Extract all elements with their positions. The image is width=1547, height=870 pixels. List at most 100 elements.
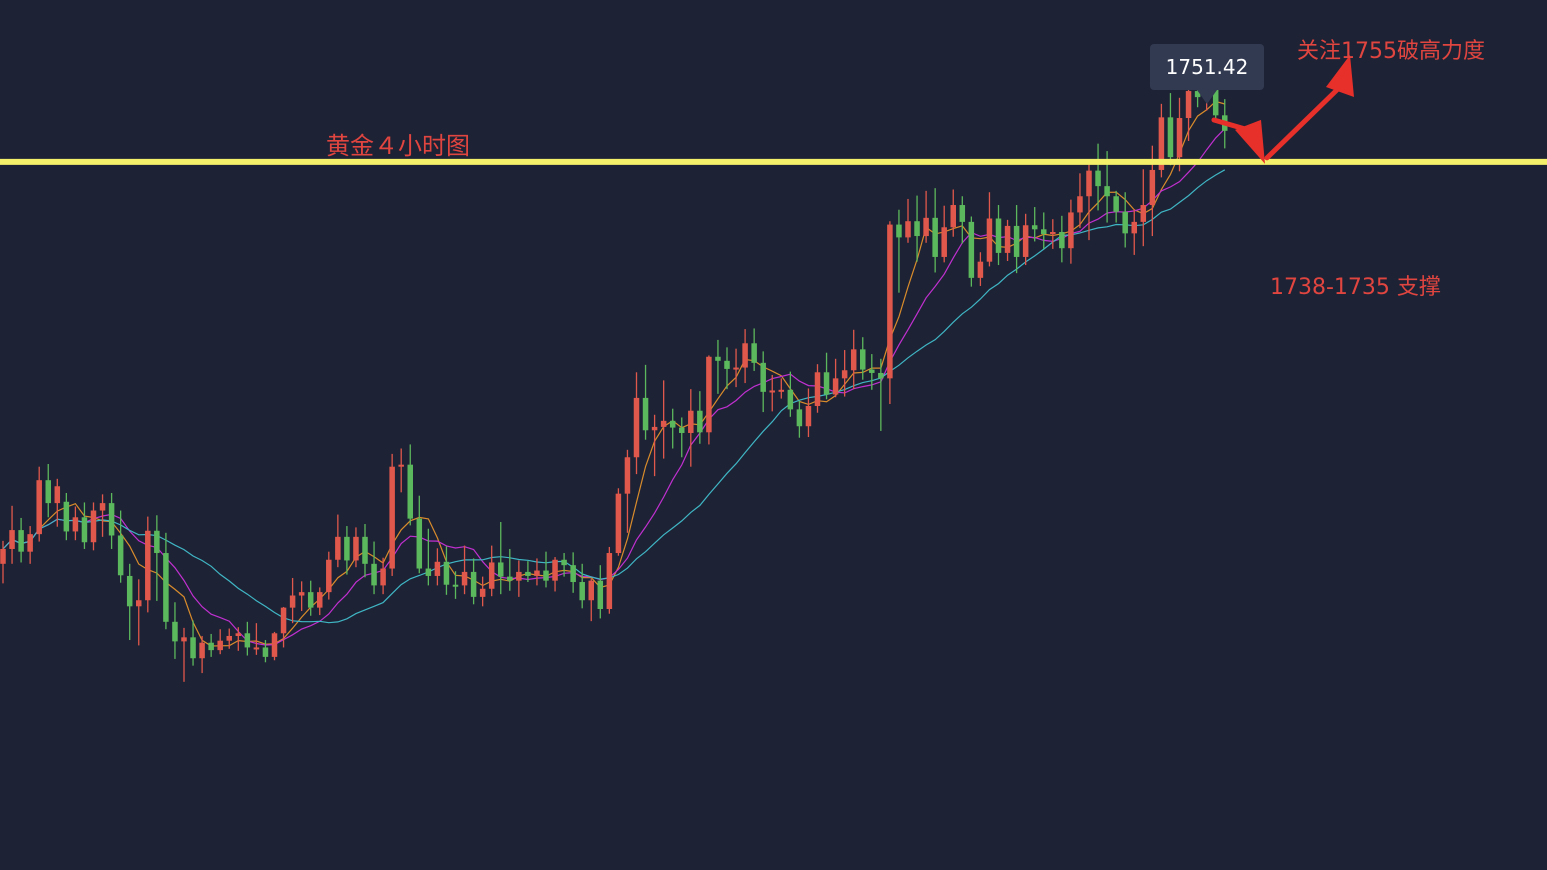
candle-body <box>117 535 124 576</box>
support-annotation: 1738-1735 支撑 <box>1270 275 1441 300</box>
candle <box>787 371 794 417</box>
candle <box>995 205 1002 266</box>
candle-body <box>362 536 368 564</box>
candle <box>244 621 251 656</box>
candle <box>1113 190 1119 223</box>
candle-body <box>289 595 296 608</box>
candle <box>172 602 178 659</box>
candle-body <box>688 410 694 433</box>
candle <box>36 466 42 542</box>
candle <box>498 522 504 595</box>
candle-body <box>226 635 232 641</box>
candle <box>461 545 468 595</box>
ma-line <box>2 100 1225 647</box>
candle-body <box>1113 196 1119 212</box>
candle <box>905 198 911 243</box>
candle <box>271 631 278 661</box>
candle-body <box>932 217 938 257</box>
candle-body <box>516 571 522 581</box>
candle-body <box>814 372 821 406</box>
candle-body <box>660 420 667 427</box>
candle-body <box>262 647 269 657</box>
candle-body <box>950 205 956 228</box>
candle <box>72 506 79 541</box>
candle-body <box>398 464 404 467</box>
candle <box>869 354 875 390</box>
candle <box>136 579 142 646</box>
candle <box>778 378 785 399</box>
candle-body <box>344 536 350 561</box>
candle-body <box>597 580 604 609</box>
candle <box>959 196 966 244</box>
candle <box>307 580 314 616</box>
candle-body <box>787 389 794 410</box>
candle <box>407 444 413 526</box>
candle <box>344 526 350 575</box>
candle-body <box>832 378 839 395</box>
candle-body <box>434 561 441 576</box>
candle <box>814 364 821 413</box>
candle <box>298 581 305 612</box>
ma-line <box>2 128 1226 646</box>
candle <box>1140 169 1147 247</box>
candle <box>208 633 214 657</box>
candle <box>624 449 631 533</box>
candle-body <box>823 372 830 395</box>
candle-body <box>1022 225 1029 257</box>
price-tooltip: 1751.42 <box>1150 44 1264 90</box>
candle <box>63 493 70 541</box>
candle <box>190 620 196 666</box>
candle <box>253 623 260 655</box>
candle <box>280 606 287 648</box>
candle-body <box>986 218 993 262</box>
candle-body <box>1013 225 1020 257</box>
candle <box>1068 199 1074 264</box>
candle <box>9 505 15 564</box>
candle <box>507 548 513 591</box>
candle-body <box>805 406 812 427</box>
candle-body <box>470 571 477 597</box>
candle-body <box>715 356 721 361</box>
candle <box>1031 207 1038 242</box>
candle-body <box>760 362 766 392</box>
candle-body <box>208 642 214 651</box>
candle <box>642 364 649 440</box>
candle-body <box>878 372 884 379</box>
candle <box>651 414 658 477</box>
candle <box>416 495 423 574</box>
candle <box>199 635 205 674</box>
candle-body <box>679 427 685 433</box>
candle <box>977 252 984 286</box>
candle-body <box>1059 232 1065 249</box>
candle-body <box>923 217 929 237</box>
candle <box>181 627 187 682</box>
candle <box>841 350 848 397</box>
candle <box>832 358 839 398</box>
candle-body <box>36 480 42 535</box>
candle-body <box>498 562 504 577</box>
candle-body <box>1149 169 1156 206</box>
candle-body <box>995 218 1002 253</box>
candle-body <box>72 517 79 532</box>
candle-body <box>850 349 857 371</box>
candle <box>896 209 902 293</box>
candle <box>823 352 830 400</box>
candle <box>1086 159 1092 241</box>
candle <box>742 329 748 384</box>
candle <box>470 558 477 605</box>
candle <box>434 548 441 586</box>
candle <box>1167 93 1174 166</box>
candle-body <box>1050 232 1056 235</box>
candle-body <box>380 568 386 586</box>
candle-body <box>525 571 531 576</box>
down-arrow-head <box>1235 119 1265 164</box>
candle-body <box>552 559 558 581</box>
candle <box>154 515 160 601</box>
candle-body <box>479 588 486 597</box>
candle-body <box>253 647 260 650</box>
candle-body <box>633 397 640 458</box>
candle <box>887 221 893 404</box>
up-arrow-shaft <box>1264 82 1345 161</box>
candle-body <box>1167 117 1174 158</box>
candle-body <box>977 261 984 278</box>
